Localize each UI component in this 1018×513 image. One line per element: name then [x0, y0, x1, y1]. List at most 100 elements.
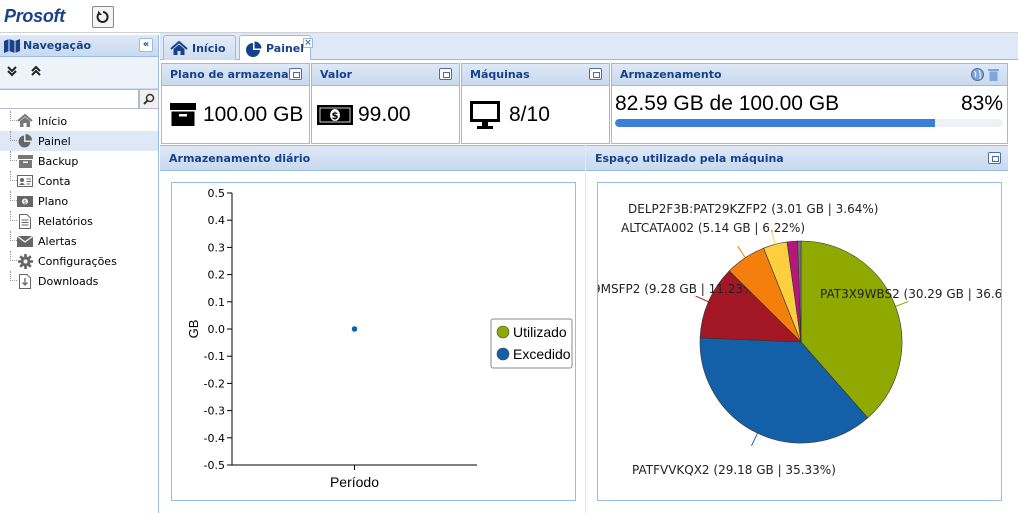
pie-slice-label: DELP2F3B:PAT29KZFP2 (3.01 GB | 3.64%) — [628, 202, 878, 216]
money-icon: $ — [17, 193, 33, 209]
sidebar-item-backup[interactable]: Backup — [0, 151, 158, 171]
tab-label: Início — [192, 41, 226, 55]
sidebar-item-painel[interactable]: Painel — [0, 131, 158, 151]
sidebar-item-relatorios[interactable]: Relatórios — [0, 211, 158, 231]
y-tick-label: 0.0 — [208, 323, 226, 336]
pie-chart-icon — [246, 41, 262, 57]
plan-value: 100.00 GB — [203, 102, 304, 126]
restore-panel-button[interactable] — [988, 152, 1001, 164]
legend-label: Excedido — [513, 346, 571, 362]
daily-storage-title: Armazenamento diário — [169, 151, 311, 165]
legend-marker — [496, 325, 510, 339]
valor-panel-header: Valor — [312, 64, 459, 86]
archive-box-icon — [170, 103, 196, 126]
sidebar-item-label: Painel — [38, 134, 71, 148]
top-bar: Prosoft — [0, 0, 1018, 33]
pie-slice — [797, 240, 802, 343]
navigation-sidebar: Navegação « Início Painel Backup Co — [0, 35, 159, 513]
collapse-all-button[interactable] — [30, 65, 42, 80]
restore-panel-button[interactable] — [439, 68, 452, 80]
sidebar-item-configuracoes[interactable]: Configurações — [0, 251, 158, 271]
storage-panel-title: Armazenamento — [620, 68, 722, 81]
sidebar-item-label: Configurações — [38, 254, 117, 268]
daily-storage-chart: 0.5 0.4 0.3 0.2 0.1 0.0 -0.1 -0.2 -0.3 -0.4 -0.5 Pe… — [171, 182, 576, 501]
y-tick-label: 0.1 — [208, 296, 226, 309]
sidebar-item-label: Alertas — [38, 234, 77, 248]
sidebar-item-conta[interactable]: Conta — [0, 171, 158, 191]
plan-panel-title: Plano de armazena... — [170, 68, 302, 81]
close-tab-button[interactable]: × — [303, 38, 313, 48]
legend-label: Utilizado — [513, 324, 567, 340]
plan-panel: Plano de armazena... 100.00 GB — [161, 63, 310, 144]
machines-panel: Máquinas 8/10 — [461, 63, 610, 144]
expand-all-button[interactable] — [6, 65, 18, 80]
sidebar-item-inicio[interactable]: Início — [0, 111, 158, 131]
gear-icon — [17, 253, 33, 269]
pie-slice — [699, 337, 869, 444]
tree-search-button[interactable] — [139, 89, 159, 109]
pie-leader-line — [695, 295, 709, 303]
sidebar-item-downloads[interactable]: Downloads — [0, 271, 158, 291]
machines-panel-title: Máquinas — [470, 68, 530, 81]
map-icon — [4, 38, 20, 53]
valor-panel: Valor $ 99.00 — [311, 63, 460, 144]
y-tick-label: -0.1 — [204, 350, 225, 363]
sidebar-item-label: Backup — [38, 154, 79, 168]
restore-panel-button[interactable] — [589, 68, 602, 80]
tab-inicio[interactable]: Início — [163, 35, 236, 60]
y-tick-label: 0.2 — [208, 269, 226, 282]
machine-usage-title: Espaço utilizado pela máquina — [595, 151, 784, 165]
sidebar-item-label: Downloads — [38, 274, 99, 288]
dashboard-content: Plano de armazena... 100.00 GB Valor $ 9… — [160, 60, 1018, 513]
daily-storage-svg: 0.5 0.4 0.3 0.2 0.1 0.0 -0.1 -0.2 -0.3 -0.4 -0.5 Pe… — [186, 187, 573, 490]
sidebar-item-label: Relatórios — [38, 214, 93, 228]
chevrons-down-icon — [7, 66, 17, 77]
y-axis-label: GB — [186, 320, 201, 339]
tree-search-input[interactable] — [0, 89, 139, 109]
y-tick-label: 0.3 — [208, 241, 226, 254]
storage-panel: Armazenamento 82.59 GB de 100.00 GB 83% — [611, 63, 1008, 144]
monitor-icon — [470, 100, 500, 129]
machine-usage-chart: PAT3X9WBS2 (30.29 GB | 36.68 PATFVVKQX2 (… — [597, 182, 1002, 501]
svg-text:$: $ — [332, 111, 339, 122]
sidebar-item-label: Conta — [38, 174, 71, 188]
y-tick-label: -0.3 — [204, 405, 225, 418]
y-tick-label: -0.5 — [204, 459, 225, 472]
chevrons-up-icon — [31, 65, 41, 76]
id-card-icon — [17, 173, 33, 189]
pie-leader-line — [895, 300, 909, 307]
tree-search — [0, 89, 159, 109]
y-tick-label: 0.4 — [208, 214, 226, 227]
home-icon — [17, 113, 33, 129]
trash-icon[interactable] — [988, 68, 999, 84]
pie-leader-line — [771, 230, 776, 245]
legend-marker — [496, 347, 510, 361]
tab-painel[interactable]: Painel × — [239, 35, 313, 61]
prosoft-logo: Prosoft — [4, 6, 65, 26]
globe-icon[interactable] — [971, 68, 984, 84]
pie-slice-label: PAT3X9WBS2 (30.29 GB | 36.68 — [820, 287, 1001, 301]
sidebar-item-plano[interactable]: $ Plano — [0, 191, 158, 211]
restore-panel-button[interactable] — [289, 68, 302, 80]
pie-slice-label: 9MSFP2 (9.28 GB | 11.23%) — [598, 282, 759, 296]
y-tick-label: -0.4 — [204, 432, 225, 445]
y-tick-label: -0.2 — [204, 377, 225, 390]
pie-leader-line — [737, 245, 746, 259]
y-tick-label: 0.5 — [208, 187, 226, 200]
sidebar-item-alertas[interactable]: Alertas — [0, 231, 158, 251]
refresh-button[interactable] — [92, 6, 114, 28]
sidebar-item-label: Plano — [38, 194, 69, 208]
envelope-icon — [17, 233, 33, 249]
tree-toolbar — [0, 57, 158, 89]
pie-leader-line — [751, 432, 758, 447]
sidebar-item-label: Início — [38, 114, 68, 128]
machine-usage-svg: PAT3X9WBS2 (30.29 GB | 36.68 PATFVVKQX2 (… — [598, 202, 1001, 477]
home-icon — [170, 40, 188, 56]
money-icon: $ — [317, 104, 353, 125]
navigation-tree: Início Painel Backup Conta $ Plano Relat… — [0, 111, 158, 291]
machine-usage-header: Espaço utilizado pela máquina — [586, 145, 1008, 171]
collapse-sidebar-button[interactable]: « — [139, 38, 153, 52]
svg-text:$: $ — [23, 199, 27, 206]
sidebar-header: Navegação « — [0, 35, 158, 57]
download-icon — [17, 273, 33, 289]
